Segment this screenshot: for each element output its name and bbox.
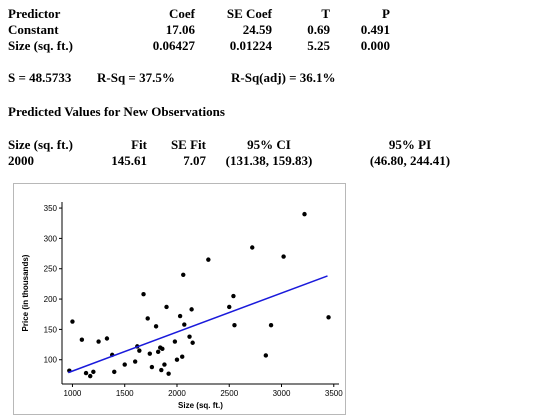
pred-row-fit: 145.61 — [111, 153, 147, 168]
predicted-title: Predicted Values for New Observations — [8, 104, 225, 119]
pred-row-pi: (46.80, 244.41) — [369, 153, 451, 168]
x-tick-label: 3000 — [273, 389, 291, 398]
data-point — [174, 357, 180, 362]
data-point — [250, 245, 255, 250]
data-point — [141, 292, 146, 297]
data-point — [164, 304, 169, 310]
data-point — [190, 340, 195, 345]
pred-header-pi: 95% PI — [388, 137, 432, 152]
data-point — [281, 254, 286, 259]
coef-header-predictor: Predictor — [8, 6, 61, 21]
coef-row-constant-coef: 17.06 — [165, 22, 195, 37]
coef-row-constant-p: 0.491 — [360, 22, 390, 37]
data-point — [112, 369, 117, 375]
coef-row-size-coef: 0.06427 — [152, 38, 195, 53]
data-point — [177, 313, 183, 319]
data-point — [137, 348, 142, 353]
coef-header-t: T — [321, 6, 330, 21]
coef-row-size-t: 5.25 — [307, 38, 330, 53]
data-point — [187, 334, 192, 339]
pred-header-size: Size (sq. ft.) — [8, 137, 73, 152]
x-tick-label: 2500 — [220, 389, 238, 398]
coef-header-se-coef: SE Coef — [226, 6, 272, 21]
y-axis-label: Price (in thousands) — [21, 254, 30, 331]
data-point — [263, 353, 269, 358]
pred-row-size: 2000 — [8, 153, 34, 168]
coef-header-coef: Coef — [169, 6, 195, 21]
x-tick-label: 1500 — [116, 389, 134, 398]
data-point — [145, 316, 150, 321]
y-tick-label: 100 — [44, 356, 58, 365]
data-point — [122, 362, 127, 367]
data-point — [180, 354, 185, 359]
coef-row-size-se: 0.01224 — [229, 38, 272, 53]
coef-row-constant-t: 0.69 — [307, 22, 330, 37]
data-point — [160, 346, 165, 352]
plot-axes — [61, 202, 339, 385]
data-point — [149, 364, 155, 370]
data-point — [231, 293, 236, 299]
data-point — [182, 322, 187, 327]
summary-rsq-adj: R-Sq(adj) = 36.1% — [231, 70, 336, 85]
y-tick-label: 300 — [44, 234, 58, 243]
regression-line — [68, 275, 328, 374]
y-tick-label: 200 — [44, 295, 58, 304]
coef-row-size-p: 0.000 — [360, 38, 390, 53]
coef-row-size-label: Size (sq. ft.) — [8, 38, 73, 53]
data-point — [96, 339, 101, 344]
data-point — [153, 324, 159, 329]
coef-row-constant-se: 24.59 — [242, 22, 272, 37]
x-tick-label: 3500 — [325, 389, 343, 398]
data-point — [162, 362, 167, 367]
x-tick-label: 1000 — [64, 389, 82, 398]
y-tick-label: 150 — [44, 325, 58, 334]
summary-s: S = 48.5733 — [8, 70, 72, 85]
data-point — [132, 359, 138, 364]
y-tick-label: 250 — [44, 265, 58, 274]
scatter-plot-panel: 1000 1500 2000 2500 3000 3500 100 150 200 250 300 3… — [13, 183, 346, 415]
data-point — [155, 349, 161, 355]
data-point — [159, 367, 164, 373]
data-point — [232, 322, 237, 328]
data-point — [326, 315, 331, 320]
x-axis-label: Size (sq. ft.) — [178, 401, 223, 410]
data-point — [227, 304, 232, 310]
data-point — [104, 336, 110, 341]
data-point — [302, 211, 307, 217]
coef-header-p: P — [382, 6, 390, 21]
data-point — [91, 369, 96, 375]
data-point — [88, 373, 93, 379]
summary-rsq: R-Sq = 37.5% — [97, 70, 175, 85]
data-point — [79, 337, 85, 342]
pred-row-ci: (131.38, 159.83) — [225, 153, 313, 168]
y-tick-label: 350 — [44, 204, 58, 213]
scatter-plot: 1000 1500 2000 2500 3000 3500 100 150 200 250 300 3… — [21, 202, 343, 410]
pred-header-se-fit: SE Fit — [170, 137, 206, 152]
pred-header-ci: 95% CI — [247, 137, 291, 152]
data-point — [166, 371, 171, 376]
data-point — [147, 351, 153, 356]
data-point — [189, 307, 194, 312]
data-point — [83, 370, 89, 376]
data-point — [206, 257, 211, 262]
pred-header-fit: Fit — [131, 137, 147, 152]
data-point — [268, 322, 274, 328]
pred-row-se-fit: 7.07 — [183, 153, 206, 168]
data-point — [172, 339, 178, 344]
coef-row-constant-label: Constant — [8, 22, 59, 37]
data-point — [181, 272, 186, 277]
data-point — [70, 319, 75, 324]
x-tick-label: 2000 — [168, 389, 186, 398]
